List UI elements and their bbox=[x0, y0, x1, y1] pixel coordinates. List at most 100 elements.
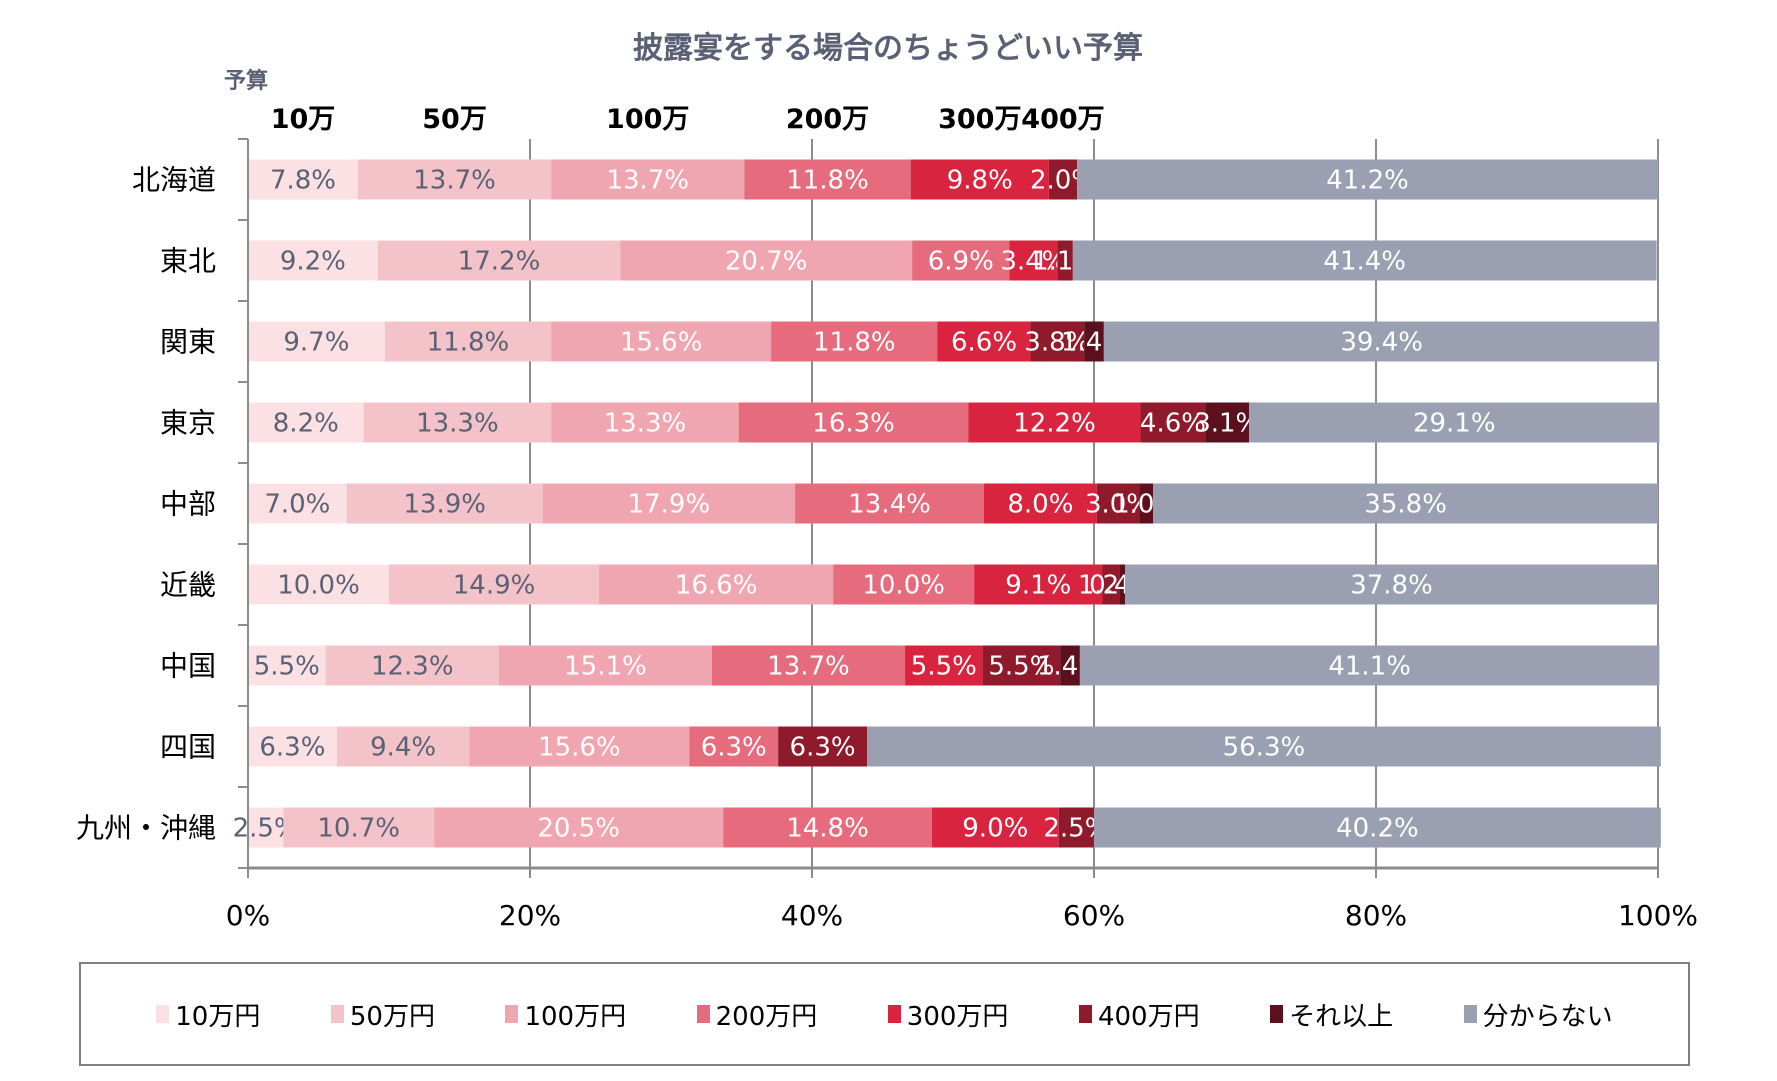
bar-segment bbox=[1077, 159, 1658, 200]
legend-label: それ以上 bbox=[1289, 1001, 1394, 1032]
x-tick-label: 100% bbox=[1618, 899, 1698, 932]
bar-segment bbox=[689, 726, 779, 767]
bar-segment bbox=[357, 159, 552, 200]
bar-segment bbox=[1205, 402, 1250, 443]
data-label: 13.7% bbox=[767, 652, 850, 682]
bar-segment bbox=[974, 564, 1103, 605]
bar-segment bbox=[1048, 159, 1078, 200]
bar-segment bbox=[469, 726, 690, 767]
data-label: 20.5% bbox=[537, 814, 620, 844]
data-label: 37.8% bbox=[1350, 571, 1433, 601]
data-label: 11.8% bbox=[427, 328, 510, 358]
data-label: 6.3% bbox=[790, 733, 856, 763]
bar-segment bbox=[723, 807, 932, 848]
budget-annotation: 200万 bbox=[786, 104, 869, 135]
bar-segment bbox=[1102, 564, 1120, 605]
bar-segment bbox=[1072, 240, 1657, 281]
data-label: 35.8% bbox=[1364, 490, 1447, 520]
data-label: 17.2% bbox=[458, 247, 541, 277]
data-label: 14.9% bbox=[453, 571, 536, 601]
y-axis-title: 予算 bbox=[224, 68, 268, 94]
data-label: 5.5% bbox=[988, 652, 1054, 682]
bar-segment bbox=[389, 564, 600, 605]
bar-segment bbox=[363, 402, 552, 443]
legend-item: 100万円 bbox=[505, 996, 626, 1033]
data-label: 7.8% bbox=[270, 166, 336, 196]
data-label: 7.0% bbox=[264, 490, 330, 520]
budget-annotation: 10万 bbox=[271, 104, 336, 135]
bar-segment bbox=[1060, 645, 1080, 686]
bar-segment bbox=[1153, 483, 1658, 524]
bars: 7.8% 13.7% 13.7% 11.8% 9.8% 2.0% 41.2%9.2% 17.2… bbox=[233, 159, 1661, 848]
data-label: 13.7% bbox=[413, 166, 496, 196]
bar-row: 2.5% 10.7% 20.5% 14.8% 9.0% 2.5% 40.2% bbox=[233, 807, 1661, 848]
data-label: 15.6% bbox=[538, 733, 621, 763]
data-label: 4.6% bbox=[1140, 409, 1206, 439]
data-label: 5.5% bbox=[911, 652, 977, 682]
data-label: 6.3% bbox=[259, 733, 325, 763]
legend-swatch bbox=[330, 1005, 344, 1023]
data-label: 9.2% bbox=[280, 247, 346, 277]
bar-segment bbox=[1058, 807, 1094, 848]
bar-row: 7.0% 13.9% 17.9% 13.4% 8.0% 3.0%1.0% 35.8% bbox=[248, 483, 1658, 524]
bar-segment bbox=[778, 726, 867, 767]
data-label: 11.8% bbox=[813, 328, 896, 358]
data-label: 13.3% bbox=[604, 409, 687, 439]
bar-segment bbox=[384, 321, 552, 362]
bar-segment bbox=[744, 159, 911, 200]
data-label: 13.7% bbox=[606, 166, 689, 196]
bar-segment bbox=[1103, 321, 1660, 362]
data-label: 14.8% bbox=[786, 814, 869, 844]
bar-segment bbox=[833, 564, 975, 605]
bar-segment bbox=[937, 321, 1031, 362]
category-label: 関東 bbox=[160, 326, 216, 359]
stacked-bar-chart: 披露宴をする場合のちょうどいい予算 予算 10万 50万 100万 200万 300万 4… bbox=[76, 31, 1698, 932]
data-label: 29.1% bbox=[1413, 409, 1496, 439]
data-label: 6.3% bbox=[701, 733, 767, 763]
legend-swatch bbox=[1078, 1005, 1092, 1023]
data-label: 39.4% bbox=[1340, 328, 1423, 358]
data-label: 13.4% bbox=[848, 490, 931, 520]
bar-segment bbox=[931, 807, 1059, 848]
bar-segment bbox=[1139, 483, 1154, 524]
data-label: 15.1% bbox=[564, 652, 647, 682]
bar-segment bbox=[542, 483, 796, 524]
bar-segment bbox=[248, 402, 364, 443]
data-label: 17.9% bbox=[628, 490, 711, 520]
bar-segment bbox=[377, 240, 621, 281]
bar-segment bbox=[1125, 564, 1658, 605]
legend-swatch bbox=[156, 1005, 170, 1023]
legend-swatch bbox=[887, 1005, 901, 1023]
x-tick-label: 60% bbox=[1063, 899, 1125, 932]
bar-segment bbox=[336, 726, 470, 767]
category-label: 東京 bbox=[160, 407, 216, 440]
budget-annotation: 50万 bbox=[422, 104, 487, 135]
data-label: 3.4% bbox=[1000, 247, 1066, 277]
bar-segment bbox=[551, 159, 745, 200]
legend-label: 50万円 bbox=[349, 1001, 435, 1032]
legend: 10万円 50万円 100万円 200万円 300万円 400万円 それ以上 分からない bbox=[79, 962, 1690, 1066]
data-label: 12.2% bbox=[1013, 409, 1096, 439]
data-label: 56.3% bbox=[1223, 733, 1306, 763]
data-label: 9.7% bbox=[283, 328, 349, 358]
x-tick-label: 0% bbox=[226, 899, 270, 932]
legend-swatch bbox=[1463, 1005, 1477, 1023]
legend-swatch bbox=[696, 1005, 710, 1023]
legend-item: 10万円 bbox=[156, 996, 260, 1033]
budget-annotation: 100万 bbox=[606, 104, 689, 135]
bar-segment bbox=[982, 645, 1061, 686]
data-label: 9.4% bbox=[370, 733, 436, 763]
legend-label: 10万円 bbox=[175, 1001, 261, 1032]
budget-annotation: 400万 bbox=[1021, 104, 1104, 135]
bar-segment bbox=[1119, 564, 1126, 605]
legend-label: 分からない bbox=[1482, 1001, 1613, 1032]
data-label: 40.2% bbox=[1336, 814, 1419, 844]
data-label: 13.9% bbox=[403, 490, 486, 520]
data-label: 5.5% bbox=[254, 652, 320, 682]
axes bbox=[238, 138, 1659, 878]
bar-segment bbox=[248, 159, 358, 200]
data-label: 41.4% bbox=[1323, 247, 1406, 277]
legend-item: 分からない bbox=[1463, 996, 1613, 1033]
bar-segment bbox=[905, 645, 983, 686]
